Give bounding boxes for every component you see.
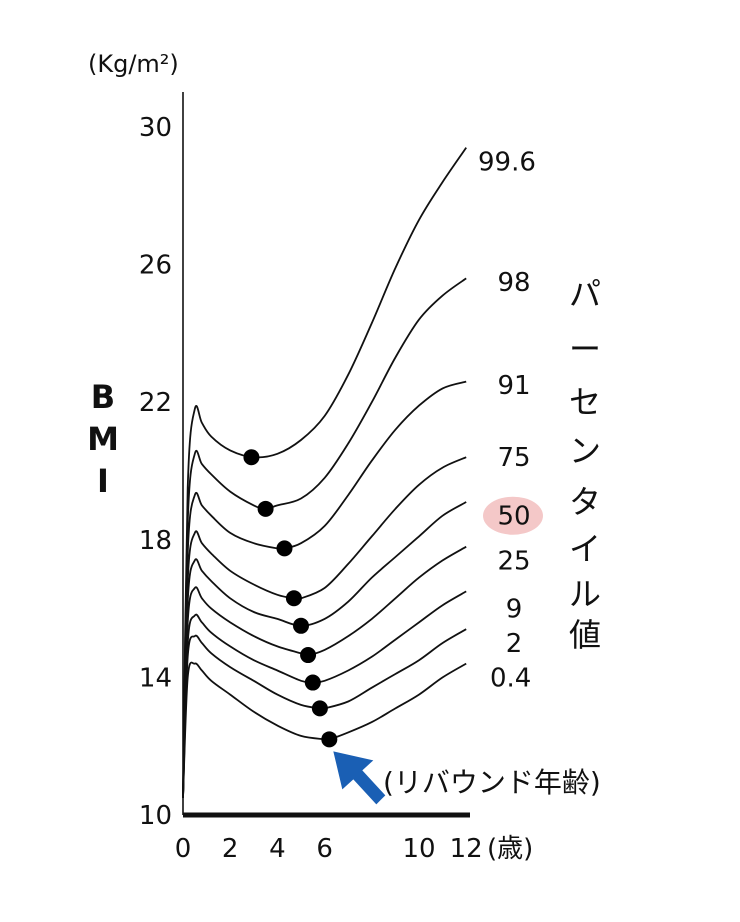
arrow-icon [333,751,386,805]
y-tick-label: 22 [139,388,172,418]
percentile-label-50: 50 [497,502,530,532]
percentile-label-99-6: 99.6 [478,147,536,177]
highlight-ellipse [483,496,543,535]
vertical-label-char: ン [569,432,601,470]
y-tick-label: 14 [139,663,172,693]
vertical-label-char: 値 [569,616,601,654]
rebound-arrow [333,751,386,805]
x-tick-label: 6 [316,834,333,864]
rebound-point [321,731,338,748]
vertical-label-char: イ [569,530,601,568]
vertical-label-char: セ [569,383,601,421]
rebound-point [311,700,328,717]
x-tick-label: 4 [269,834,286,864]
rebound-points [243,449,338,748]
x-unit-label: (歳) [487,834,533,864]
percentile-label-2: 2 [506,629,523,659]
vertical-label-char: ー [569,330,601,368]
rebound-point [293,617,309,634]
percentile-curves [182,147,467,798]
percentile-label-98: 98 [497,268,530,298]
percentile-curve-0-4 [182,661,467,798]
axes [182,92,470,818]
vertical-label-char: ル [569,575,601,613]
percentile-curve-99-6 [182,147,467,798]
y-axis-label-char: I [97,462,109,500]
percentile-label-25: 25 [497,546,530,576]
rebound-point [304,674,321,691]
y-tick-label: 18 [139,526,172,556]
vertical-label-char: タ [569,483,601,521]
percentile-label-75: 75 [497,443,530,473]
percentile-label-0-4: 0.4 [490,663,531,693]
y-tick-labels: 10 14 18 22 26 30 [139,113,172,831]
y-tick-label: 26 [139,251,172,281]
rebound-point [285,590,302,607]
percentile-curve-25 [182,545,467,798]
y-tick-label: 10 [139,801,172,831]
y-axis-label-char: M [87,420,119,458]
rebound-point [257,500,274,517]
x-tick-label: 12 [450,834,483,864]
percentile-label-91: 91 [497,371,530,401]
x-tick-labels: 0 2 4 6 10 12 [175,834,483,864]
percentile-curve-9 [182,590,467,798]
x-tick-label: 2 [222,834,239,864]
percentile-curve-98 [182,277,467,798]
rebound-point [276,540,293,557]
vertical-label-char: パ [569,275,601,313]
x-tick-label: 10 [402,834,435,864]
x-tick-label: 0 [175,834,192,864]
y-unit-label: (Kg/m²) [88,50,179,78]
highlight-group [483,496,543,535]
percentile-curve-75 [182,456,467,798]
y-axis-label-char: B [91,378,115,416]
rebound-point [300,647,317,664]
percentile-curve-2 [182,628,467,798]
y-axis-label: BMI [87,378,119,500]
percentile-label-9: 9 [506,595,523,625]
percentile-labels: 99.6 98 91 75 50 25 9 2 0.4 [478,147,536,693]
rebound-point [243,449,260,466]
percentile-curve-50 [182,501,467,798]
y-tick-label: 30 [139,113,172,143]
annotation-label: (リバウンド年齢) [383,766,601,799]
